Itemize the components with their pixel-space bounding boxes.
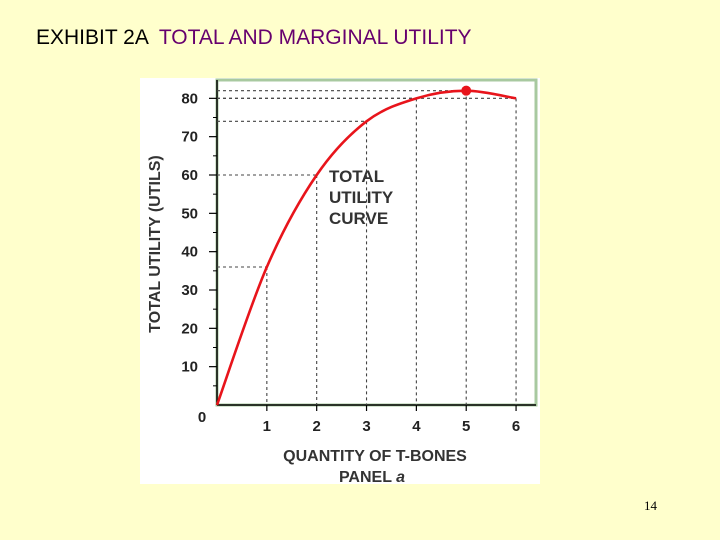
figure-panel: 10 20 30 40 50 60 70 80 1 2 3 4 5 6 0 TOTAL UTILITY CURVE… bbox=[140, 78, 540, 484]
y-tick-label-70: 70 bbox=[181, 129, 198, 146]
panel-label-letter: a bbox=[396, 469, 405, 484]
y-tick-label-20: 20 bbox=[181, 320, 198, 337]
slide-title: EXHIBIT 2A TOTAL AND MARGINAL UTILITY bbox=[36, 24, 472, 52]
panel-label: PANEL a bbox=[339, 469, 405, 484]
y-tick-label-10: 10 bbox=[181, 359, 198, 376]
exhibit-title: TOTAL AND MARGINAL UTILITY bbox=[158, 26, 472, 49]
annotation-line-1: TOTAL bbox=[329, 167, 384, 186]
y-tick-label-60: 60 bbox=[181, 167, 198, 184]
y-tick-label-80: 80 bbox=[181, 90, 198, 107]
x-tick-label-2: 2 bbox=[313, 418, 321, 435]
x-tick-label-5: 5 bbox=[462, 418, 470, 435]
panel-label-prefix: PANEL bbox=[339, 469, 396, 484]
y-tick-label-50: 50 bbox=[181, 205, 198, 222]
y-tick-label-30: 30 bbox=[181, 282, 198, 299]
x-tick-label-6: 6 bbox=[512, 418, 520, 435]
origin-label: 0 bbox=[198, 409, 206, 426]
y-axis-label: TOTAL UTILITY (UTILS) bbox=[147, 155, 164, 332]
annotation-line-2: UTILITY bbox=[329, 188, 394, 207]
page-number: 14 bbox=[644, 498, 657, 513]
max-utility-point bbox=[461, 85, 472, 96]
y-tick-label-40: 40 bbox=[181, 244, 198, 261]
exhibit-label: EXHIBIT 2A bbox=[36, 26, 149, 49]
x-axis-label: QUANTITY OF T-BONES bbox=[283, 448, 467, 465]
x-tick-label-4: 4 bbox=[412, 418, 421, 435]
x-tick-label-3: 3 bbox=[362, 418, 370, 435]
x-tick-label-1: 1 bbox=[263, 418, 271, 435]
annotation-line-3: CURVE bbox=[329, 209, 388, 228]
plot-frame bbox=[215, 78, 538, 407]
